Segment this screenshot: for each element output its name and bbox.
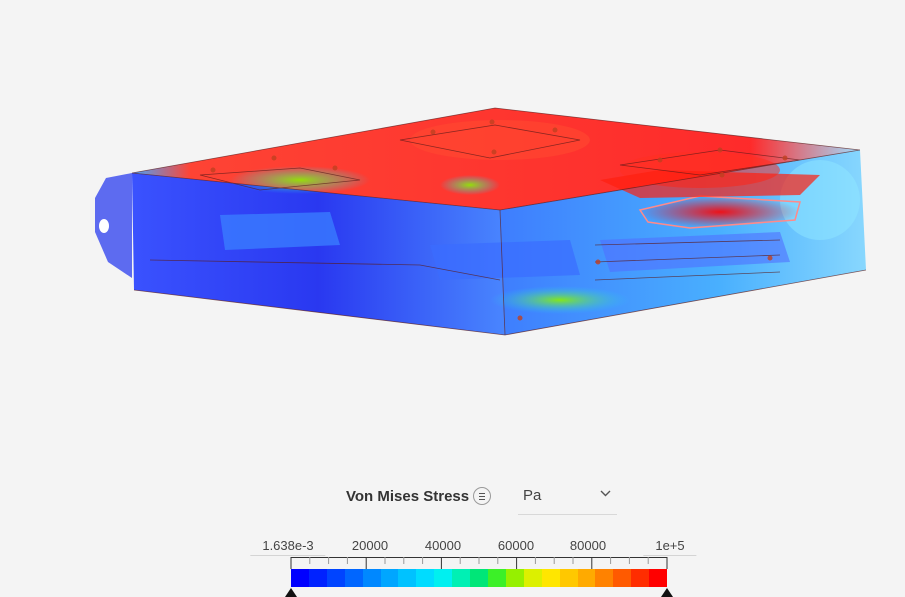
- color-swatch: [505, 569, 524, 587]
- 3d-viewport[interactable]: [0, 0, 905, 470]
- color-swatch: [326, 569, 345, 587]
- unit-select[interactable]: Pa: [518, 480, 617, 515]
- legend-tick-label: 20000: [351, 538, 389, 553]
- legend-title: Von Mises Stress: [346, 488, 470, 505]
- color-swatch: [595, 569, 614, 587]
- legend-tick-label: 60000: [497, 538, 535, 553]
- color-gradient-strip: [291, 569, 668, 587]
- legend-min-label: 1.638e-3: [250, 538, 326, 556]
- color-swatch: [487, 569, 506, 587]
- color-swatch: [291, 569, 309, 587]
- range-min-handle[interactable]: [285, 588, 297, 597]
- legend-tick-label: 80000: [569, 538, 607, 553]
- color-swatch: [541, 569, 560, 587]
- color-swatch: [452, 569, 471, 587]
- range-max-handle[interactable]: [661, 588, 673, 597]
- color-swatch: [434, 569, 453, 587]
- color-swatch: [380, 569, 399, 587]
- color-legend-bar: 1.638e-3 20000 40000 60000 80000 1e+5: [0, 530, 905, 597]
- legend-tick-marks: [290, 557, 668, 569]
- legend-max-label: 1e+5: [643, 538, 697, 556]
- color-swatch: [559, 569, 578, 587]
- color-swatch: [523, 569, 542, 587]
- chevron-down-icon: [600, 490, 611, 497]
- unit-select-value: Pa: [523, 487, 542, 504]
- color-swatch: [308, 569, 327, 587]
- menu-lines-icon: [479, 493, 485, 494]
- color-swatch: [398, 569, 417, 587]
- color-swatch: [416, 569, 435, 587]
- color-swatch: [631, 569, 650, 587]
- legend-menu-button[interactable]: [473, 487, 491, 505]
- color-swatch: [362, 569, 381, 587]
- legend-tick-label: 40000: [424, 538, 462, 553]
- stress-result-model[interactable]: [0, 0, 905, 470]
- color-swatch: [470, 569, 488, 587]
- color-swatch: [613, 569, 632, 587]
- color-swatch: [344, 569, 363, 587]
- legend-header: Von Mises Stress Pa: [0, 480, 905, 516]
- color-swatch: [577, 569, 596, 587]
- color-swatch: [649, 569, 668, 587]
